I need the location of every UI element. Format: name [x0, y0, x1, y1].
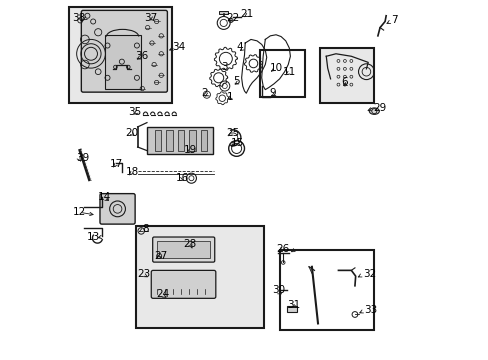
Text: 28: 28	[183, 239, 196, 249]
Text: 18: 18	[125, 167, 139, 177]
Bar	[189, 130, 195, 151]
Text: 21: 21	[240, 9, 253, 19]
Text: 23: 23	[137, 269, 151, 279]
Text: 29: 29	[372, 103, 386, 113]
Text: 39: 39	[76, 153, 89, 163]
Text: 32: 32	[362, 269, 375, 279]
Text: 16: 16	[175, 173, 188, 183]
FancyBboxPatch shape	[100, 194, 135, 224]
Text: 15: 15	[230, 139, 244, 148]
Text: 34: 34	[172, 42, 185, 51]
Bar	[219, 12, 227, 14]
Text: 20: 20	[125, 128, 138, 138]
Bar	[201, 130, 207, 151]
Text: 22: 22	[225, 13, 239, 23]
Bar	[286, 306, 296, 312]
Text: 17: 17	[110, 159, 123, 169]
Bar	[120, 50, 158, 74]
Text: 12: 12	[72, 207, 85, 217]
Bar	[259, 50, 304, 97]
Bar	[104, 36, 140, 89]
Text: 3: 3	[221, 62, 227, 72]
Text: 25: 25	[225, 128, 239, 138]
Text: 14: 14	[97, 192, 110, 202]
Bar	[155, 130, 161, 151]
FancyBboxPatch shape	[151, 270, 215, 298]
Text: 24: 24	[156, 289, 169, 299]
Text: 30: 30	[272, 285, 285, 296]
Bar	[147, 127, 213, 154]
FancyBboxPatch shape	[81, 10, 167, 92]
Text: 35: 35	[128, 107, 141, 117]
Text: 19: 19	[183, 144, 196, 154]
Bar	[69, 7, 172, 103]
Text: 8: 8	[142, 225, 149, 234]
FancyBboxPatch shape	[152, 237, 214, 262]
Text: 9: 9	[269, 88, 276, 98]
Text: 10: 10	[269, 63, 282, 73]
Text: 26: 26	[276, 244, 289, 254]
Text: 1: 1	[227, 92, 233, 102]
Text: 33: 33	[364, 305, 377, 315]
Text: 31: 31	[287, 300, 300, 310]
Text: 6: 6	[341, 77, 347, 87]
Text: 36: 36	[135, 51, 148, 61]
Text: 38: 38	[72, 13, 85, 23]
Bar	[136, 226, 264, 328]
Ellipse shape	[368, 108, 379, 114]
Text: 27: 27	[154, 251, 167, 261]
Text: 7: 7	[391, 15, 397, 26]
Bar	[166, 130, 172, 151]
Text: 13: 13	[86, 232, 100, 242]
Text: 11: 11	[283, 67, 296, 77]
Bar	[319, 48, 373, 103]
Text: 5: 5	[233, 76, 239, 86]
Bar	[279, 250, 373, 330]
Bar	[178, 130, 184, 151]
Bar	[157, 241, 210, 258]
Text: 37: 37	[144, 13, 157, 23]
Text: 2: 2	[201, 88, 208, 98]
Text: 4: 4	[236, 42, 243, 51]
